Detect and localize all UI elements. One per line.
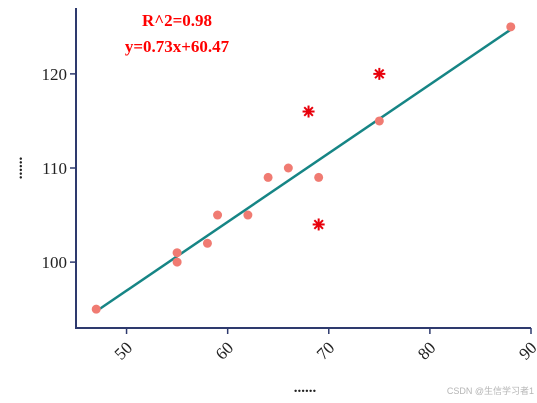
axes [75,8,531,329]
x-tick-label: 50 [111,338,136,363]
data-point [202,238,212,248]
y-tick-label: 110 [42,159,67,178]
ticks: 50 60 70 80 90 100 110 120 [42,65,537,364]
data-point [263,172,273,182]
data-point [91,304,101,314]
data-point [506,22,516,32]
data-point [374,116,384,126]
data-point [172,257,182,267]
x-tick-label: 70 [313,338,338,363]
data-point [283,163,293,173]
x-tick-label: 90 [515,338,537,363]
x-tick-label: 80 [414,338,439,363]
data-point [172,248,182,258]
x-tick-label: 60 [212,338,237,363]
x-axis-label: ...... [294,380,317,396]
regression-layer [95,28,512,313]
equation-annotation: y=0.73x+60.47 [125,37,230,56]
data-point [243,210,253,220]
outlier-point [312,218,325,231]
y-tick-label: 120 [42,65,68,84]
y-tick-label: 100 [42,253,68,272]
r-squared-annotation: R^2=0.98 [142,11,212,30]
points-layer [91,22,516,314]
data-point [314,172,324,182]
outliers-layer [302,67,386,231]
outlier-point [373,67,386,80]
y-axis-label: ...... [10,157,26,180]
data-point [213,210,223,220]
regression-line [95,28,512,313]
outlier-point [302,105,315,118]
watermark: CSDN @生信学习者1 [447,385,534,396]
